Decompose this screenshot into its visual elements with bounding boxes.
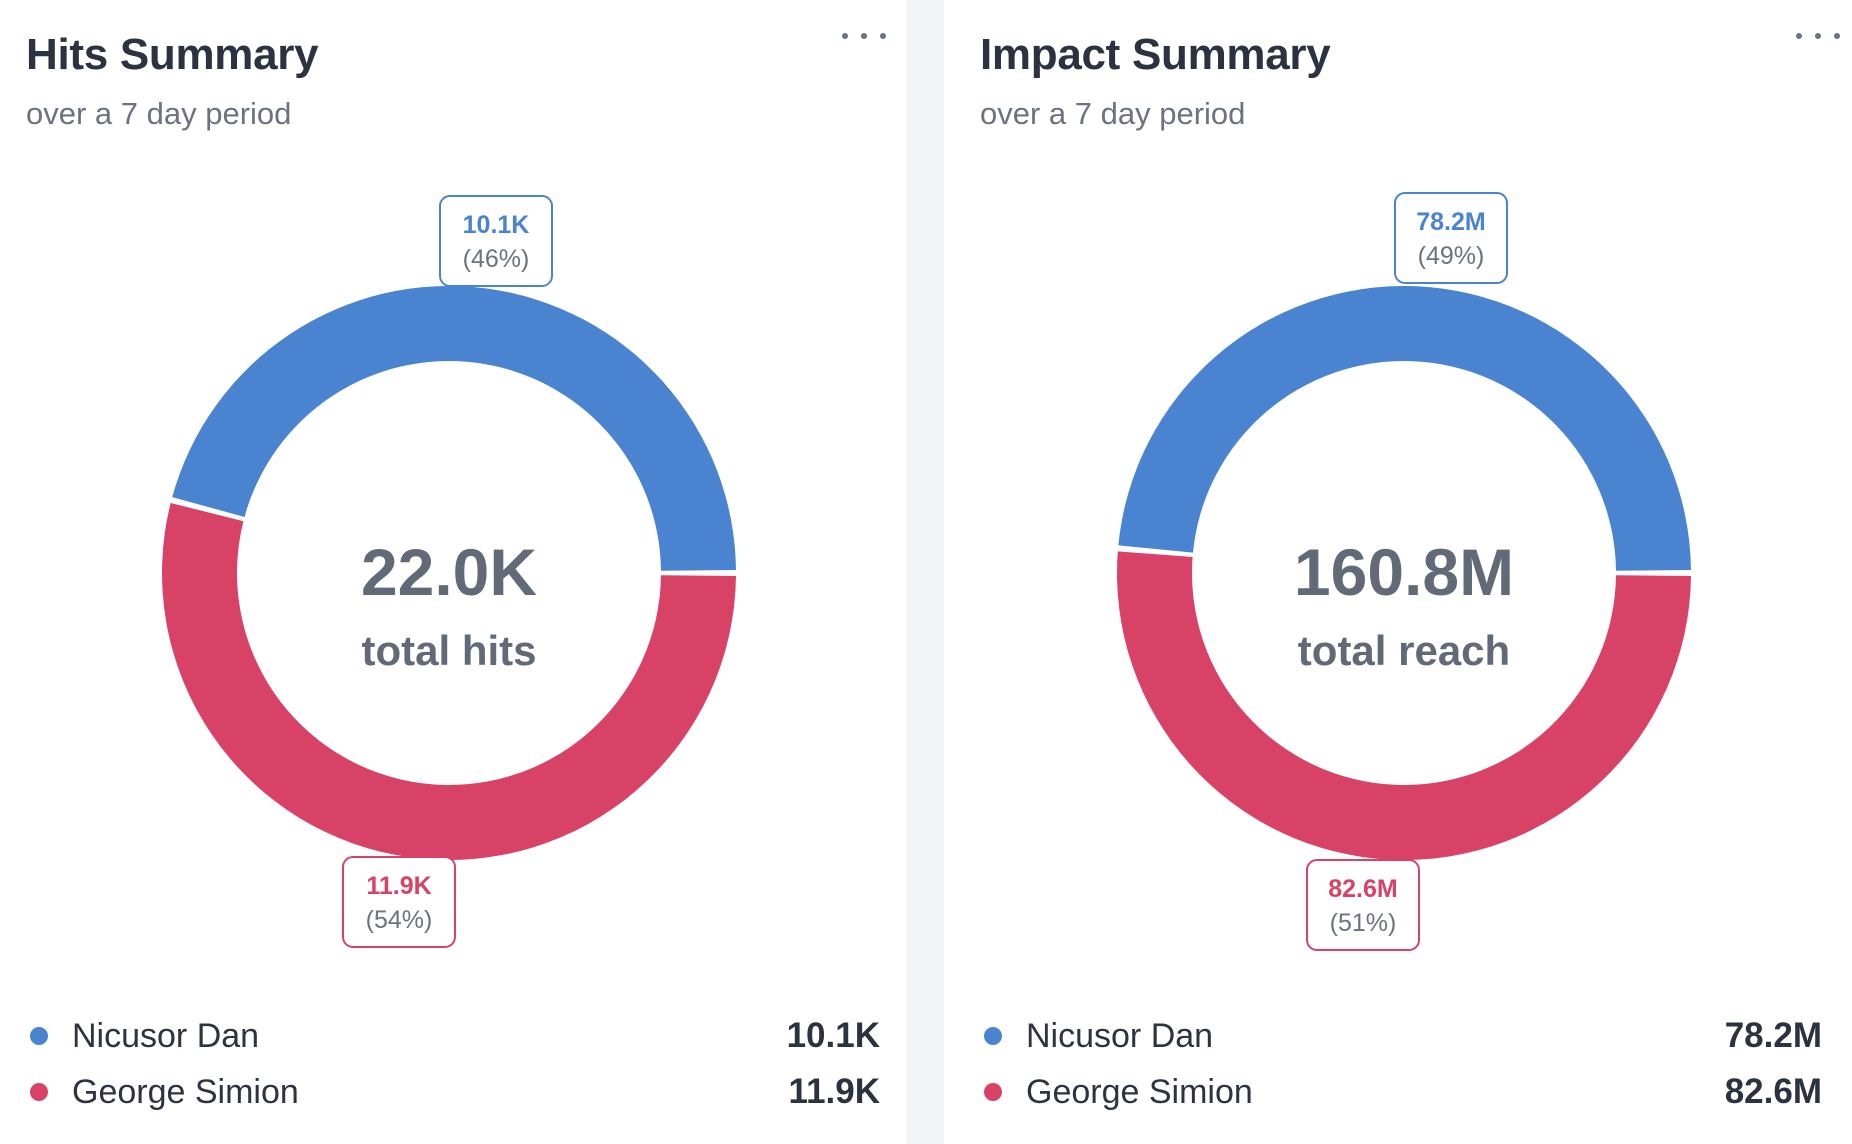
value-label-amount: 78.2M — [1416, 208, 1485, 236]
value-label-nicusor-dan: 10.1K (46%) — [439, 195, 553, 287]
legend-item-nicusor-dan[interactable]: Nicusor Dan 10.1K — [26, 1014, 880, 1058]
value-label-george-simion: 11.9K (54%) — [342, 856, 456, 948]
legend-item-nicusor-dan[interactable]: Nicusor Dan 78.2M — [980, 1014, 1822, 1058]
donut-slice-nicusor-dan[interactable] — [172, 285, 736, 571]
legend-item-george-simion[interactable]: George Simion 11.9K — [26, 1070, 880, 1114]
hits-summary-card: Hits Summary over a 7 day period 22.0K to… — [0, 0, 906, 1144]
legend-name: George Simion — [1026, 1072, 1253, 1111]
donut-slice-nicusor-dan[interactable] — [1118, 286, 1691, 571]
legend-value: 82.6M — [1724, 1072, 1822, 1111]
card-subtitle: over a 7 day period — [26, 96, 292, 131]
legend-item-george-simion[interactable]: George Simion 82.6M — [980, 1070, 1822, 1114]
value-label-amount: 82.6M — [1328, 875, 1397, 903]
legend-name: Nicusor Dan — [72, 1016, 260, 1055]
legend-dot-icon — [30, 1027, 48, 1045]
hits-donut-chart: 22.0K total hits 10.1K (46%) 11.9K (54%) — [162, 195, 736, 948]
card-subtitle: over a 7 day period — [980, 96, 1246, 131]
center-total-label: total reach — [1298, 627, 1510, 674]
legend-dot-icon — [984, 1083, 1002, 1101]
more-options-icon[interactable] — [1796, 16, 1840, 56]
impact-donut-chart: 160.8M total reach 78.2M (49%) 82.6M (51%) — [1117, 192, 1691, 951]
impact-summary-card: Impact Summary over a 7 day period 160.8… — [944, 0, 1852, 1144]
value-label-amount: 10.1K — [463, 211, 530, 239]
value-label-percent: (49%) — [1418, 242, 1485, 270]
legend-dot-icon — [30, 1083, 48, 1101]
value-label-nicusor-dan: 78.2M (49%) — [1394, 192, 1508, 284]
card-title: Impact Summary — [980, 30, 1331, 79]
more-options-icon[interactable] — [842, 16, 886, 56]
donut-slice-george-simion[interactable] — [162, 502, 736, 860]
value-label-george-simion: 82.6M (51%) — [1306, 859, 1420, 951]
center-total-label: total hits — [362, 627, 537, 674]
value-label-percent: (54%) — [366, 906, 433, 934]
card-title: Hits Summary — [26, 30, 319, 79]
value-label-percent: (46%) — [463, 245, 530, 273]
legend-name: George Simion — [72, 1072, 299, 1111]
legend-name: Nicusor Dan — [1026, 1016, 1214, 1055]
center-total-value: 22.0K — [361, 535, 537, 609]
legend-dot-icon — [984, 1027, 1002, 1045]
value-label-percent: (51%) — [1330, 909, 1397, 937]
donut-slice-george-simion[interactable] — [1117, 551, 1691, 860]
legend-value: 78.2M — [1724, 1016, 1822, 1055]
legend-value: 10.1K — [786, 1016, 880, 1055]
legend-value: 11.9K — [788, 1072, 880, 1111]
value-label-amount: 11.9K — [366, 872, 431, 900]
center-total-value: 160.8M — [1294, 535, 1514, 609]
